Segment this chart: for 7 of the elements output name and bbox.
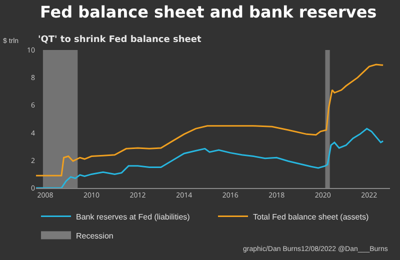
chart-title: Fed balance sheet and bank reserves <box>40 2 377 22</box>
line-series <box>36 64 384 176</box>
legend-label: Recession <box>76 231 114 240</box>
line-series <box>36 128 384 188</box>
legend-label: Total Fed balance sheet (assets) <box>253 212 369 222</box>
legend-label: Bank reserves at Fed (liabilities) <box>76 212 190 222</box>
chart-subtitle: 'QT' to shrink Fed balance sheet <box>38 35 202 45</box>
